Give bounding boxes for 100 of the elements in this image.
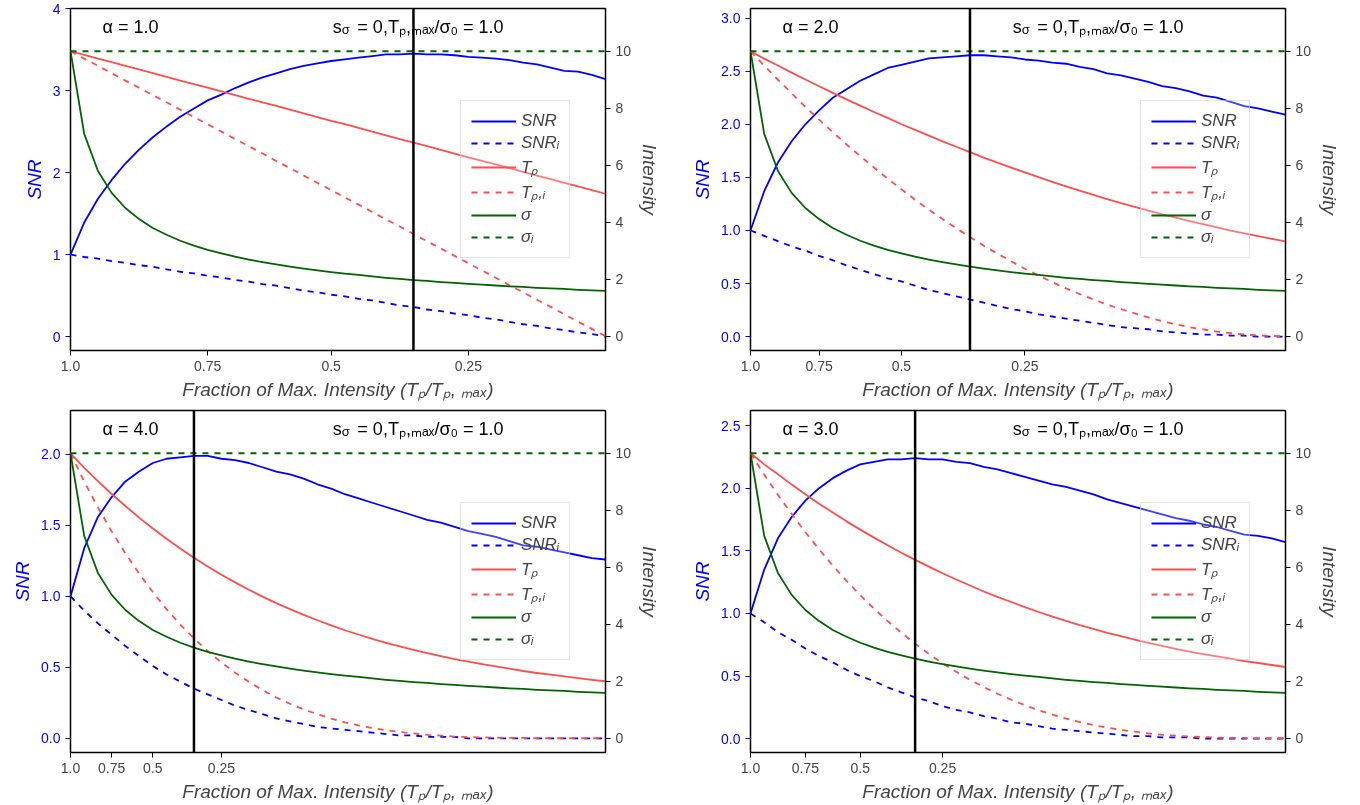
x-axis-title: Fraction of Max. Intensity (Tₚ/Tₚ, ₘₐₓ) [182, 780, 494, 803]
y2-tick-label: 6 [1295, 559, 1304, 576]
y2-tick-label: 2 [615, 271, 624, 288]
y2-tick-label: 8 [1295, 100, 1304, 117]
y2-tick-label: 2 [1295, 673, 1304, 690]
y2-tick-label: 2 [1295, 271, 1304, 288]
annotation: α = 4.0 [102, 418, 159, 439]
y2-tick-label: 4 [1295, 616, 1304, 633]
annotation: sσ = 0,Tₚ,ₘₐₓ/σ₀ = 1.0 [1012, 16, 1184, 38]
legend-label: σᵢ [520, 629, 535, 649]
legend-label: SNRᵢ [1200, 133, 1239, 153]
y-tick-label: 0.0 [41, 730, 61, 747]
x-tick-label: 0.25 [1011, 357, 1039, 374]
y2-axis-title: Intensity [639, 546, 661, 619]
x-tick-label: 0.5 [850, 759, 871, 776]
annotation: α = 2.0 [782, 16, 839, 37]
annotation: α = 1.0 [102, 16, 159, 37]
y-tick-label: 1.5 [41, 517, 61, 534]
y2-tick-label: 10 [1295, 43, 1312, 60]
y-tick-label: 0.0 [721, 328, 741, 345]
y-tick-label: 2.0 [721, 116, 741, 133]
y2-axis-title: Intensity [1319, 144, 1341, 217]
x-axis-title: Fraction of Max. Intensity (Tₚ/Tₚ, ₘₐₓ) [862, 378, 1174, 401]
legend-label: σ [520, 607, 533, 627]
legend-label: Tₚ,ᵢ [520, 182, 546, 203]
y-tick-label: 2.5 [721, 63, 741, 80]
y-tick-label: 0.5 [721, 275, 741, 292]
x-tick-label: 0.75 [791, 759, 820, 776]
y-tick-label: 1.0 [41, 588, 61, 605]
legend-label: Tₚ [520, 559, 540, 580]
x-tick-label: 0.5 [891, 357, 912, 374]
y2-axis-title: Intensity [1319, 546, 1341, 619]
y2-tick-label: 8 [615, 502, 624, 519]
y2-tick-label: 0 [615, 328, 624, 345]
legend-label: Tₚ [520, 157, 540, 178]
annotation: sσ = 0,Tₚ,ₘₐₓ/σ₀ = 1.0 [332, 418, 504, 440]
x-tick-label: 1.0 [740, 759, 761, 776]
x-tick-label: 0.25 [207, 759, 236, 776]
x-tick-label: 0.5 [143, 759, 163, 776]
y-tick-label: 1 [52, 246, 61, 263]
y-axis-title: SNR [692, 561, 714, 602]
y-tick-label: 2.0 [41, 446, 61, 463]
legend-label: σᵢ [520, 227, 535, 247]
legend-label: Tₚ [1200, 157, 1220, 178]
y-tick-label: 3 [52, 82, 61, 99]
x-axis-title: Fraction of Max. Intensity (Tₚ/Tₚ, ₘₐₓ) [182, 378, 494, 401]
y2-tick-label: 4 [615, 214, 624, 231]
y-axis-title: SNR [692, 159, 714, 200]
legend-label: Tₚ,ᵢ [520, 584, 546, 605]
legend-label: SNR [520, 111, 557, 131]
x-tick-label: 0.25 [454, 357, 483, 374]
annotation: α = 3.0 [782, 418, 839, 439]
y-axis-title: SNR [12, 561, 34, 602]
x-tick-label: 0.75 [194, 357, 222, 374]
y-axis-title: SNR [23, 159, 45, 200]
y2-tick-label: 8 [615, 100, 624, 117]
y-tick-label: 0 [52, 328, 61, 345]
x-tick-label: 0.75 [98, 759, 126, 776]
y2-tick-label: 0 [1295, 730, 1304, 747]
y2-tick-label: 8 [1295, 502, 1304, 519]
y2-tick-label: 6 [1295, 157, 1304, 174]
y-tick-label: 2 [52, 164, 61, 181]
y-tick-label: 0.5 [721, 668, 741, 685]
y-tick-label: 1.0 [721, 222, 741, 239]
y2-tick-label: 2 [615, 673, 624, 690]
legend-label: Tₚ,ᵢ [1200, 182, 1226, 203]
y-tick-label: 3.0 [721, 10, 741, 27]
legend-label: SNR [1200, 513, 1237, 533]
legend-label: σᵢ [1200, 227, 1215, 247]
y-tick-label: 1.0 [721, 605, 741, 622]
x-tick-label: 0.5 [321, 357, 342, 374]
y2-tick-label: 4 [615, 616, 624, 633]
y-tick-label: 1.5 [721, 542, 741, 559]
legend-label: σ [520, 205, 533, 225]
y2-tick-label: 6 [615, 559, 624, 576]
legend-label: Tₚ,ᵢ [1200, 584, 1226, 605]
x-tick-label: 0.25 [928, 759, 957, 776]
legend-label: σ [1200, 205, 1213, 225]
x-tick-label: 1.0 [740, 357, 761, 374]
legend-label: SNR [1200, 111, 1237, 131]
annotation: sσ = 0,Tₚ,ₘₐₓ/σ₀ = 1.0 [1012, 418, 1184, 440]
legend-label: SNR [520, 513, 557, 533]
legend-label: σᵢ [1200, 629, 1215, 649]
y2-tick-label: 10 [615, 43, 632, 60]
y2-tick-label: 0 [615, 730, 624, 747]
legend-label: SNRᵢ [1200, 535, 1239, 555]
y-tick-label: 1.5 [721, 169, 741, 186]
legend-label: Tₚ [1200, 559, 1220, 580]
y2-tick-label: 0 [1295, 328, 1304, 345]
y2-tick-label: 10 [615, 445, 632, 462]
y-tick-label: 0.0 [721, 730, 741, 747]
y-tick-label: 2.5 [721, 417, 741, 434]
legend-label: σ [1200, 607, 1213, 627]
legend-label: SNRᵢ [520, 133, 559, 153]
y-tick-label: 0.5 [41, 659, 61, 676]
y2-tick-label: 10 [1295, 445, 1312, 462]
x-axis-title: Fraction of Max. Intensity (Tₚ/Tₚ, ₘₐₓ) [862, 780, 1174, 803]
y2-tick-label: 4 [1295, 214, 1304, 231]
y2-axis-title: Intensity [639, 144, 661, 217]
y-tick-label: 4 [52, 0, 61, 17]
